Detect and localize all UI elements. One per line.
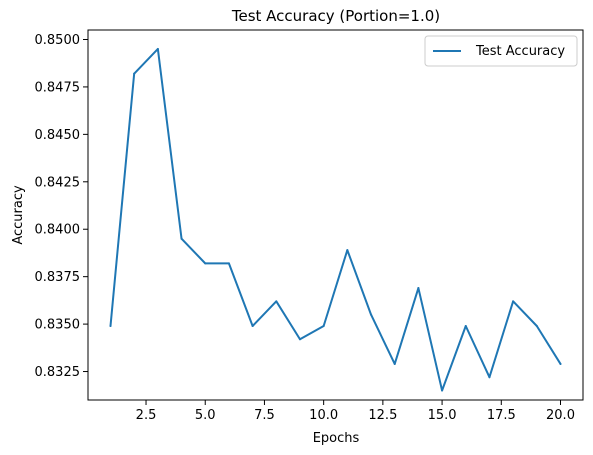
data-point <box>346 249 349 252</box>
data-point <box>133 72 136 75</box>
y-tick-label: 0.8325 <box>35 365 81 380</box>
legend-label-test-accuracy: Test Accuracy <box>475 44 565 59</box>
x-tick-label: 7.5 <box>254 408 275 423</box>
x-tick-label: 17.5 <box>487 408 516 423</box>
data-point <box>535 325 538 327</box>
x-tick-label: 20.0 <box>546 408 575 423</box>
x-tick-label: 15.0 <box>428 408 457 423</box>
legend: Test Accuracy <box>424 35 578 67</box>
data-point <box>180 237 183 240</box>
data-point <box>251 325 254 327</box>
x-axis-ticks: 2.5 5.0 7.5 10.0 12.5 15.0 17.5 20.0 <box>136 400 575 423</box>
data-point <box>322 325 325 327</box>
data-point <box>393 362 396 365</box>
y-tick-label: 0.8375 <box>35 270 81 285</box>
data-point <box>275 300 278 303</box>
data-point <box>512 300 515 303</box>
y-axis-label: Accuracy <box>11 185 26 245</box>
data-point <box>488 376 491 379</box>
y-tick-label: 0.8425 <box>35 175 81 190</box>
x-tick-label: 12.5 <box>368 408 397 423</box>
plot-area-frame <box>87 29 584 401</box>
series-points <box>109 47 562 392</box>
y-tick-label: 0.8400 <box>35 223 81 238</box>
y-tick-label: 0.8475 <box>35 80 81 95</box>
data-point <box>156 47 159 50</box>
y-tick-label: 0.8450 <box>35 128 81 143</box>
data-point <box>559 362 562 365</box>
data-point <box>464 325 467 327</box>
y-tick-label: 0.8500 <box>35 33 81 48</box>
data-point <box>417 287 420 290</box>
series-line-test-accuracy <box>109 47 562 392</box>
data-point <box>109 325 112 327</box>
x-axis-label: Epochs <box>313 431 360 446</box>
data-point <box>298 338 301 341</box>
x-tick-label: 10.0 <box>309 408 338 423</box>
y-axis-ticks: 0.8325 0.8350 0.8375 0.8400 0.8425 0.8450 0.84… <box>35 33 88 380</box>
x-tick-label: 5.0 <box>195 408 216 423</box>
data-point <box>204 262 207 265</box>
y-tick-label: 0.8350 <box>35 318 81 333</box>
data-point <box>227 262 230 265</box>
legend-box <box>424 35 578 67</box>
data-point <box>370 313 373 316</box>
data-point <box>441 389 444 392</box>
x-tick-label: 2.5 <box>136 408 157 423</box>
chart-title: Test Accuracy (Portion=1.0) <box>231 7 440 25</box>
